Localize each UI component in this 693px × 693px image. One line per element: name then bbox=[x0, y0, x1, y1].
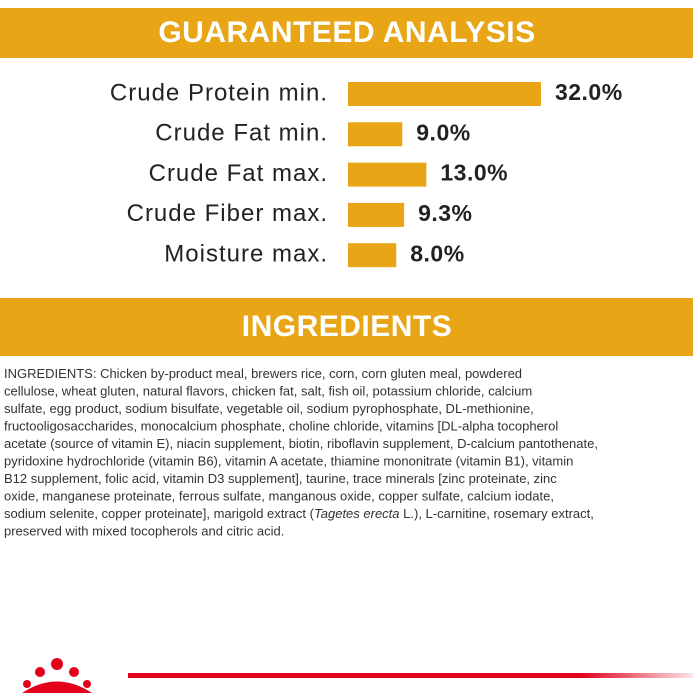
bar bbox=[348, 243, 397, 268]
ingredients-title: INGREDIENTS bbox=[242, 310, 453, 343]
value-label: 32.0% bbox=[555, 79, 623, 105]
ingredient-line: oxide, manganese proteinate, ferrous sul… bbox=[4, 489, 554, 504]
category-label: Moisture max. bbox=[164, 241, 328, 268]
ingredient-line: sodium selenite, copper proteinate], mar… bbox=[4, 506, 594, 521]
chart-title: GUARANTEED ANALYSIS bbox=[158, 16, 535, 49]
ingredients-text: INGREDIENTS: Chicken by-product meal, br… bbox=[4, 366, 598, 539]
category-label: Crude Fiber max. bbox=[127, 200, 328, 227]
bar bbox=[348, 122, 403, 147]
category-label: Crude Protein min. bbox=[110, 79, 328, 106]
text-segment: L.), L-carnitine, rosemary extract, bbox=[400, 506, 594, 521]
ingredient-line: B12 supplement, folic acid, vitamin D3 s… bbox=[4, 471, 557, 486]
value-label: 13.0% bbox=[440, 160, 508, 186]
category-label: Crude Fat max. bbox=[149, 160, 328, 187]
ingredient-line: INGREDIENTS: Chicken by-product meal, br… bbox=[4, 366, 522, 381]
value-label: 8.0% bbox=[410, 240, 464, 266]
value-label: 9.0% bbox=[416, 119, 470, 145]
bar bbox=[348, 162, 427, 187]
text-segment: Tagetes erecta bbox=[314, 506, 400, 521]
ingredients-band bbox=[0, 298, 693, 356]
footer-line bbox=[128, 673, 693, 678]
ingredient-line: preserved with mixed tocopherols and cit… bbox=[4, 524, 284, 539]
ingredient-line: cellulose, wheat gluten, natural flavors… bbox=[4, 384, 532, 399]
ingredient-line: fructooligosaccharides, monocalcium phos… bbox=[4, 419, 558, 434]
ingredient-line: sulfate, egg product, sodium bisulfate, … bbox=[4, 401, 534, 416]
logo-crown bbox=[22, 658, 92, 693]
ingredient-line: pyridoxine hydrochloride (vitamin B6), v… bbox=[4, 454, 573, 469]
value-label: 9.3% bbox=[418, 200, 472, 226]
category-label: Crude Fat min. bbox=[155, 120, 328, 147]
bar bbox=[348, 82, 541, 106]
text-segment: sodium selenite, copper proteinate], mar… bbox=[4, 506, 315, 521]
bar bbox=[348, 202, 405, 227]
header-band bbox=[0, 8, 693, 58]
ingredient-line: acetate (source of vitamin E), niacin su… bbox=[4, 436, 598, 451]
